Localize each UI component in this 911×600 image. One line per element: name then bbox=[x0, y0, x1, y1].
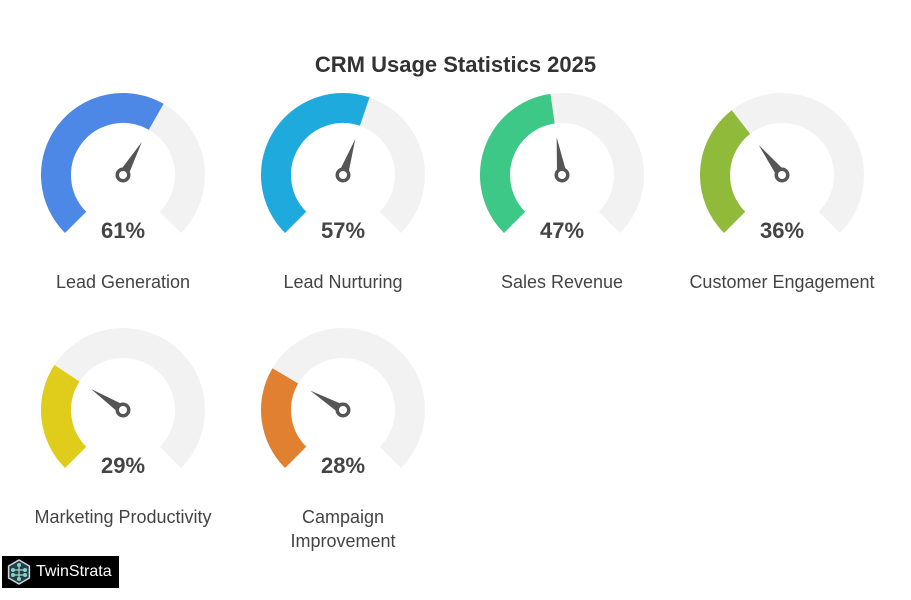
gauge-category-label: Marketing Productivity bbox=[34, 507, 211, 527]
chart-title: CRM Usage Statistics 2025 bbox=[314, 52, 597, 77]
gauge-value-label: 47% bbox=[540, 218, 584, 243]
gauge-needle-hub-center bbox=[339, 406, 347, 414]
gauge-needle-hub-center bbox=[339, 171, 347, 179]
logo-text: TwinStrata bbox=[36, 563, 112, 580]
logo-icon bbox=[7, 559, 31, 585]
gauge-fill bbox=[41, 93, 164, 233]
gauge-value-label: 36% bbox=[760, 218, 804, 243]
gauge-fill bbox=[700, 110, 751, 233]
gauge-needle-hub-center bbox=[119, 406, 127, 414]
logo: TwinStrata bbox=[2, 556, 119, 588]
gauge-value-label: 29% bbox=[101, 453, 145, 478]
gauge-fill bbox=[261, 368, 307, 468]
gauge-fill bbox=[261, 93, 370, 233]
gauge-needle-hub-center bbox=[778, 171, 786, 179]
gauge-category-label: Sales Revenue bbox=[501, 272, 623, 292]
gauge-category-label: Lead Generation bbox=[56, 272, 190, 292]
gauge-category-label: Campaign bbox=[302, 507, 384, 527]
gauge-needle-hub-center bbox=[558, 171, 566, 179]
gauge-category-label: Customer Engagement bbox=[689, 272, 874, 292]
gauge-category-label: Improvement bbox=[290, 531, 395, 551]
gauge-category-label: Lead Nurturing bbox=[283, 272, 402, 292]
gauge-needle bbox=[338, 139, 356, 177]
gauge-fill bbox=[41, 364, 87, 468]
gauge-value-label: 28% bbox=[321, 453, 365, 478]
gauge-needle bbox=[556, 137, 567, 176]
gauge-needle-hub-center bbox=[119, 171, 127, 179]
gauge-value-label: 57% bbox=[321, 218, 365, 243]
gauge-value-label: 61% bbox=[101, 218, 145, 243]
gauge-fill bbox=[480, 93, 556, 233]
